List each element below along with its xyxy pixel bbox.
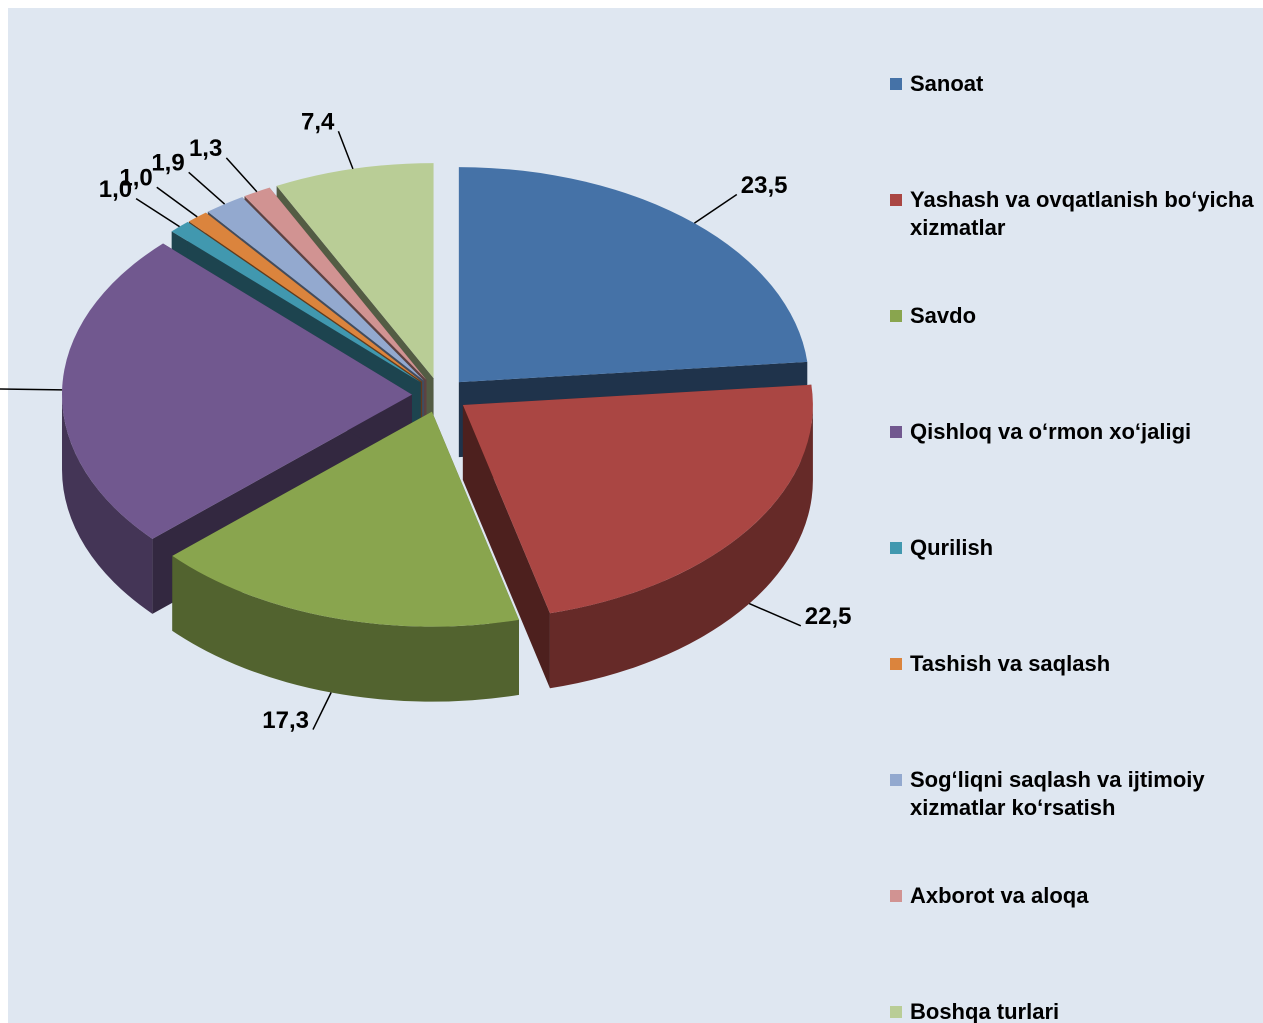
legend-item: Savdo xyxy=(890,302,1255,330)
slice-top xyxy=(458,167,808,383)
data-label: 22,5 xyxy=(805,603,852,630)
legend-label: Qurilish xyxy=(910,535,994,560)
legend-swatch xyxy=(890,310,902,322)
slice-top xyxy=(188,212,423,382)
slice xyxy=(462,384,813,689)
legend-swatch xyxy=(890,426,902,438)
slice-side xyxy=(172,555,519,702)
legend-swatch xyxy=(890,194,902,206)
slice-top xyxy=(172,411,519,627)
legend-swatch xyxy=(890,658,902,670)
slice-top xyxy=(171,222,421,383)
data-label: 7,4 xyxy=(301,109,335,136)
leader-line xyxy=(156,186,198,218)
slice-wall xyxy=(462,404,550,689)
legend-swatch xyxy=(890,1006,902,1018)
legend-swatch xyxy=(890,542,902,554)
slice xyxy=(172,411,519,702)
legend-item: Qishloq va o‘rmon xo‘jaligi xyxy=(890,418,1255,446)
legend-label: Tashish va saqlash xyxy=(910,651,1111,676)
legend-item: Axborot va aloqa xyxy=(890,882,1255,910)
slice-top xyxy=(462,384,813,614)
legend-label: Boshqa turlari xyxy=(910,999,1060,1023)
data-label: 1,3 xyxy=(189,135,222,162)
legend-item: Qurilish xyxy=(890,534,1255,562)
legend-label: Yashash va ovqatlanish bo‘yicha xizmatla… xyxy=(910,187,1254,240)
legend-label: Savdo xyxy=(910,303,977,328)
data-label: 17,3 xyxy=(262,707,309,734)
leader-line xyxy=(337,130,354,170)
data-label: 23,5 xyxy=(741,172,788,199)
slice-top xyxy=(62,243,413,539)
legend-item: Yashash va ovqatlanish bo‘yicha xizmatla… xyxy=(890,186,1255,242)
legend-item: Sanoat xyxy=(890,70,1255,98)
data-label: 1,9 xyxy=(151,150,184,177)
slice-side xyxy=(549,404,813,689)
leader-line xyxy=(748,602,802,627)
data-label: 1,0 xyxy=(99,176,132,203)
legend-item: Sog‘liqni saqlash va ijtimoiy xizmatlar … xyxy=(890,766,1255,822)
leader-line xyxy=(135,197,180,228)
legend-swatch xyxy=(890,774,902,786)
legend-label: Axborot va aloqa xyxy=(910,883,1089,908)
slice-top xyxy=(244,187,427,380)
legend-label: Sanoat xyxy=(910,71,984,96)
legend-swatch xyxy=(890,890,902,902)
legend-label: Sog‘liqni saqlash va ijtimoiy xizmatlar … xyxy=(910,767,1205,820)
legend-item: Boshqa turlari xyxy=(890,998,1255,1023)
slice-top xyxy=(276,163,434,379)
leader-line xyxy=(312,692,332,730)
slice-top xyxy=(207,197,425,381)
leader-line xyxy=(0,388,63,391)
leader-line xyxy=(188,171,226,205)
legend-item: Tashish va saqlash xyxy=(890,650,1255,678)
leader-line xyxy=(693,193,738,224)
leader-line xyxy=(225,157,258,193)
data-label: 1,0 xyxy=(119,165,152,192)
legend-label: Qishloq va o‘rmon xo‘jaligi xyxy=(910,419,1192,444)
slice-side xyxy=(62,394,153,614)
legend-swatch xyxy=(890,78,902,90)
